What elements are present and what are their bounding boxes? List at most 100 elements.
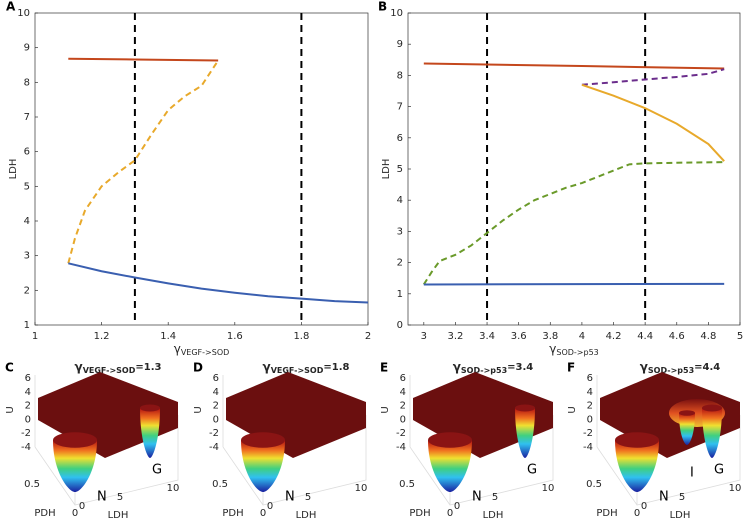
x-tick-label: 0 bbox=[641, 501, 647, 512]
x-tick-label: 1.2 bbox=[94, 331, 110, 342]
z-tick-label: -2 bbox=[21, 428, 31, 439]
y-tick-label: 7 bbox=[397, 102, 403, 113]
x-tick-label: 10 bbox=[167, 483, 180, 494]
well bbox=[702, 408, 722, 458]
y-tick-label: 2 bbox=[24, 285, 30, 296]
x-tick-label: 4.8 bbox=[700, 331, 716, 342]
suffix: =3.4 bbox=[507, 362, 533, 373]
gamma-label: γVEGF->SOD=1.8 bbox=[263, 360, 350, 375]
gamma-label: γVEGF->SOD bbox=[174, 342, 230, 357]
y-tick-label: 4 bbox=[24, 216, 30, 227]
well bbox=[428, 440, 472, 492]
subscript: VEGF->SOD bbox=[271, 366, 324, 375]
y-axis-label: PDH bbox=[596, 508, 617, 519]
x-tick-label: 4.2 bbox=[606, 331, 622, 342]
x-tick-label: 4.4 bbox=[637, 331, 653, 342]
x-axis-label: LDH bbox=[483, 510, 504, 521]
z-tick-label: 0 bbox=[587, 414, 593, 425]
y-tick-label: 6 bbox=[24, 147, 30, 158]
z-tick-label: -2 bbox=[396, 428, 406, 439]
z-tick-label: -2 bbox=[583, 428, 593, 439]
symbol: γ bbox=[640, 360, 648, 374]
symbol: γ bbox=[75, 360, 83, 374]
x-tick-label: 1 bbox=[32, 331, 38, 342]
well-label: N bbox=[659, 490, 669, 505]
subscript: SOD->p53 bbox=[556, 348, 598, 357]
x-tick-label: 3.6 bbox=[511, 331, 527, 342]
panel-label: C bbox=[5, 361, 14, 375]
x-tick-label: 5 bbox=[117, 492, 123, 503]
series-line bbox=[422, 161, 725, 285]
symbol: γ bbox=[263, 360, 271, 374]
z-tick-label: 0 bbox=[213, 414, 219, 425]
y-tick-label: 9 bbox=[24, 43, 30, 54]
y-tick-label: 0 bbox=[260, 508, 266, 519]
y-tick-label: 3 bbox=[24, 251, 30, 262]
well bbox=[241, 440, 285, 492]
y-tick-label: 0 bbox=[634, 508, 640, 519]
plot-frame bbox=[34, 12, 369, 326]
z-tick-label: -4 bbox=[21, 442, 31, 453]
z-tick-label: 4 bbox=[587, 387, 593, 398]
well-rim bbox=[140, 404, 160, 412]
plot-frame bbox=[407, 12, 741, 326]
z-tick-label: -4 bbox=[396, 442, 406, 453]
gamma-label: γSOD->p53 bbox=[549, 342, 599, 357]
panel-label: B bbox=[378, 0, 387, 14]
subscript: SOD->p53 bbox=[461, 366, 507, 375]
symbol: γ bbox=[549, 342, 556, 356]
z-tick-label: 2 bbox=[587, 401, 593, 412]
y-tick-label: 0.5 bbox=[586, 479, 602, 490]
symbol: γ bbox=[174, 342, 181, 356]
y-tick-label: 9 bbox=[397, 39, 403, 50]
y-tick-label: 6 bbox=[397, 133, 403, 144]
x-tick-label: 1.6 bbox=[227, 331, 243, 342]
well-rim bbox=[515, 404, 535, 412]
x-tick-label: 5 bbox=[492, 492, 498, 503]
x-tick-label: 5 bbox=[305, 492, 311, 503]
panel-label: F bbox=[567, 361, 575, 375]
z-tick-label: -4 bbox=[209, 442, 219, 453]
x-tick-label: 0 bbox=[454, 501, 460, 512]
x-tick-label: 3.8 bbox=[542, 331, 558, 342]
y-axis-label: LDH bbox=[381, 159, 392, 180]
y-axis-label: LDH bbox=[8, 159, 19, 180]
gamma-label: γVEGF->SOD=1.3 bbox=[75, 360, 162, 375]
z-tick-label: 6 bbox=[213, 373, 219, 384]
z-tick-label: 6 bbox=[587, 373, 593, 384]
well bbox=[515, 408, 535, 458]
suffix: =4.4 bbox=[694, 362, 720, 373]
x-axis-label: LDH bbox=[670, 510, 691, 521]
y-tick-label: 0 bbox=[72, 508, 78, 519]
y-tick-label: 10 bbox=[17, 8, 30, 19]
subscript: SOD->p53 bbox=[648, 366, 694, 375]
well-label: N bbox=[97, 490, 107, 505]
y-tick-label: 0.5 bbox=[24, 479, 40, 490]
well-rim bbox=[428, 432, 472, 448]
y-tick-label: 4 bbox=[397, 195, 403, 206]
series-line bbox=[423, 282, 725, 286]
series-line bbox=[68, 57, 219, 62]
y-tick-label: 8 bbox=[397, 70, 403, 81]
series-line bbox=[581, 83, 725, 162]
z-axis-label: U bbox=[193, 406, 204, 413]
z-tick-label: 0 bbox=[25, 414, 31, 425]
panel-label: A bbox=[6, 0, 16, 14]
x-tick-label: 0 bbox=[79, 501, 85, 512]
x-tick-label: 10 bbox=[355, 483, 368, 494]
series-line bbox=[67, 59, 219, 264]
z-tick-label: 4 bbox=[400, 387, 406, 398]
z-tick-label: 4 bbox=[25, 387, 31, 398]
gamma-label: γSOD->p53=4.4 bbox=[640, 360, 721, 375]
x-tick-label: 10 bbox=[729, 483, 742, 494]
well-label: G bbox=[527, 463, 537, 478]
well bbox=[53, 440, 97, 492]
x-axis-label: LDH bbox=[296, 510, 317, 521]
series-line bbox=[581, 68, 725, 86]
well-label: N bbox=[472, 490, 482, 505]
y-tick-label: 0.5 bbox=[212, 479, 228, 490]
symbol: γ bbox=[453, 360, 461, 374]
